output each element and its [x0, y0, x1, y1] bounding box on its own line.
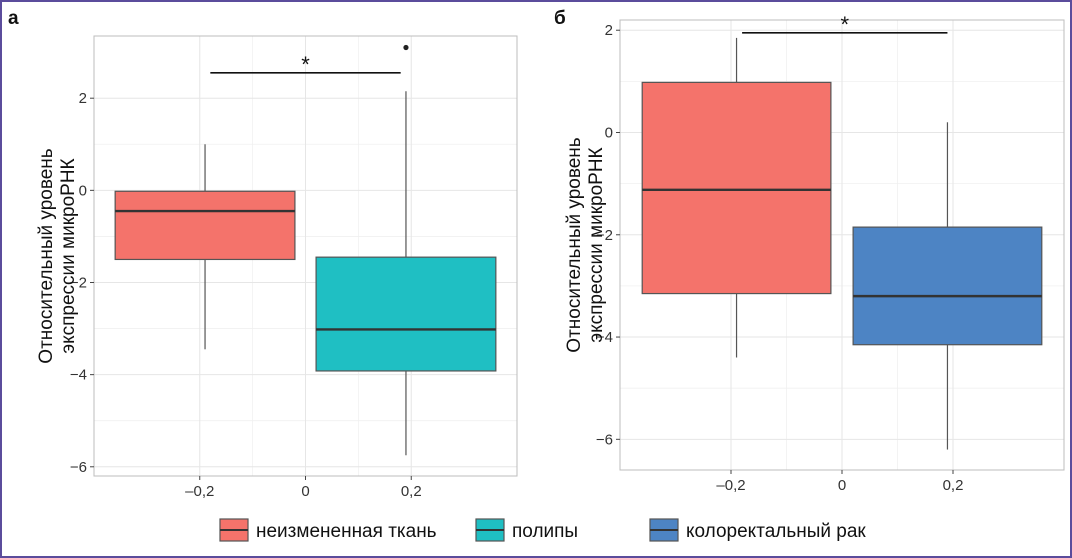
y-tick-label: 0	[605, 125, 613, 142]
y-tick-label: −6	[596, 431, 613, 448]
legend-item: неизмененная ткань	[219, 518, 437, 542]
box-1	[114, 144, 296, 350]
legend-label: полипы	[512, 521, 578, 542]
legend-label: неизмененная ткань	[256, 521, 437, 542]
panel-a: –0,2 0 0,2 −6 −4 −2 0 2 * Относительный уровеньэк…	[8, 8, 518, 500]
box-2	[315, 44, 497, 456]
box-body	[641, 81, 832, 295]
x-tick-label: 0,2	[943, 477, 964, 494]
y-axis-title-line: экспрессии микроРНК	[586, 147, 607, 342]
box-body	[852, 226, 1043, 346]
legend-label: колоректальный рак	[686, 521, 866, 542]
y-axis-title-line: Относительный уровень	[36, 148, 57, 363]
x-tick-label: 0	[301, 483, 309, 500]
legend-item: колоректальный рак	[649, 518, 866, 542]
x-tick-label: –0,2	[185, 483, 214, 500]
y-axis-title: Относительный уровеньэкспрессии микроРНК	[36, 148, 79, 363]
y-tick-label: −2	[596, 227, 613, 244]
panel-letter: б	[554, 8, 566, 29]
y-axis-title-line: Относительный уровень	[564, 137, 585, 352]
box-1	[641, 37, 832, 358]
legend: неизмененная ткань полипы колоректальный р…	[219, 518, 866, 542]
box-body	[114, 190, 296, 261]
x-tick-label: 0,2	[401, 483, 422, 500]
y-tick-label: −6	[70, 459, 87, 476]
y-axis-title: Относительный уровеньэкспрессии микроРНК	[564, 137, 607, 352]
significance-label: *	[301, 52, 310, 77]
y-axis-title-line: экспрессии микроРНК	[58, 158, 79, 353]
panel-letter: а	[8, 8, 19, 29]
box-body	[315, 256, 497, 372]
y-tick-label: −4	[70, 367, 87, 384]
x-tick-label: 0	[838, 477, 846, 494]
y-tick-label: 2	[605, 22, 613, 39]
y-tick-label: 0	[79, 182, 87, 199]
panel-b: –0,2 0 0,2 −6 −4 −2 0 2 * Относительный уровеньэк…	[554, 8, 1065, 494]
box-2	[852, 122, 1043, 450]
x-tick-label: –0,2	[716, 477, 745, 494]
legend-item: полипы	[475, 518, 578, 542]
y-tick-label: −2	[70, 274, 87, 291]
y-tick-label: −4	[596, 329, 613, 346]
y-tick-label: 2	[79, 90, 87, 107]
significance-label: *	[840, 12, 849, 37]
outlier-point	[403, 44, 409, 51]
